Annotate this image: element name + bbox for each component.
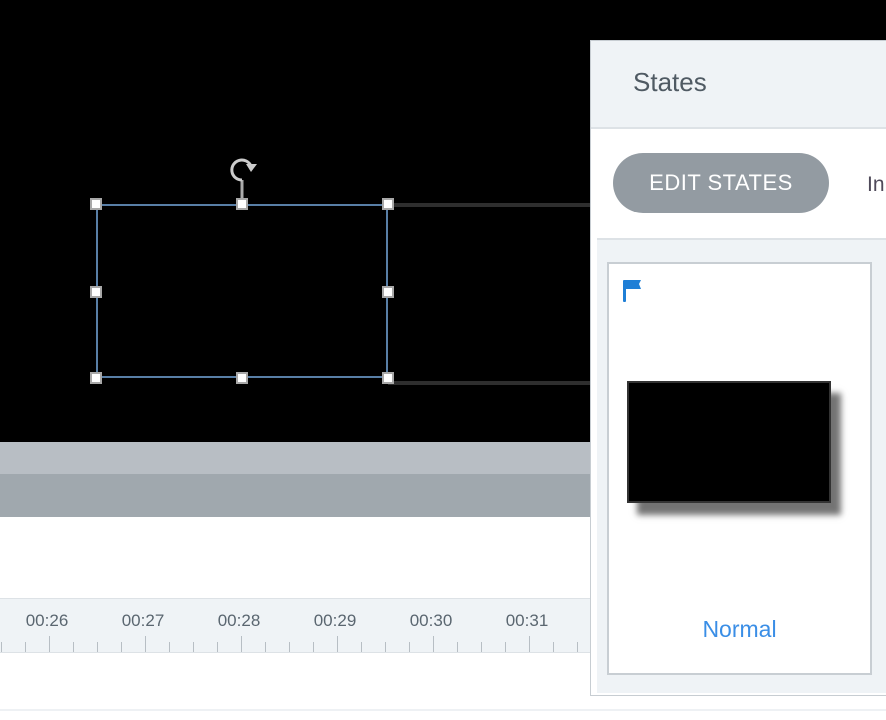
guide-line-top	[388, 203, 590, 207]
rotate-handle-icon[interactable]	[228, 150, 258, 206]
ruler-major-tick	[529, 636, 530, 652]
ruler-minor-tick	[73, 642, 74, 652]
resize-handle-n[interactable]	[236, 198, 248, 210]
ruler-label: 00:28	[217, 611, 261, 630]
ruler-minor-tick	[169, 642, 170, 652]
ruler-minor-tick	[505, 642, 506, 652]
ruler-minor-tick	[481, 642, 482, 652]
divider	[0, 709, 886, 711]
ruler-label: 00:29	[313, 611, 357, 630]
timeline-ruler[interactable]: 00:26 00:27 00:28 00:29 00:30 00:31	[0, 598, 590, 653]
ruler-minor-tick	[25, 642, 26, 652]
ruler-major-tick	[145, 636, 146, 652]
panel-title: States	[633, 67, 707, 97]
ruler-major-tick	[241, 636, 242, 652]
ruler-minor-tick	[1, 642, 2, 652]
ruler-minor-tick	[385, 642, 386, 652]
ruler-minor-tick	[97, 642, 98, 652]
panel-header: States	[591, 41, 886, 129]
state-label: Normal	[702, 616, 777, 642]
resize-handle-w[interactable]	[90, 286, 102, 298]
timeline-header	[0, 474, 590, 517]
ruler-label: 00:26	[25, 611, 69, 630]
selected-shape[interactable]	[96, 204, 388, 378]
guide-line-bottom	[388, 381, 590, 385]
edit-states-button[interactable]: EDIT STATES	[613, 153, 829, 213]
ruler-minor-tick	[409, 642, 410, 652]
flag-icon	[623, 280, 641, 302]
ruler-label: 00:31	[505, 611, 549, 630]
ruler-minor-tick	[553, 642, 554, 652]
tab-partial[interactable]: In	[867, 173, 885, 196]
ruler-major-tick	[337, 636, 338, 652]
ruler-minor-tick	[217, 642, 218, 652]
ruler-major-tick	[433, 636, 434, 652]
ruler-minor-tick	[193, 642, 194, 652]
ruler-minor-tick	[313, 642, 314, 652]
resize-handle-e[interactable]	[382, 286, 394, 298]
resize-handle-sw[interactable]	[90, 372, 102, 384]
ruler-minor-tick	[577, 642, 578, 652]
resize-handle-s[interactable]	[236, 372, 248, 384]
states-list: Normal	[597, 238, 886, 693]
state-card-normal[interactable]: Normal	[607, 262, 872, 675]
ruler-minor-tick	[121, 642, 122, 652]
canvas-scrollbar-area	[0, 442, 590, 474]
resize-handle-nw[interactable]	[90, 198, 102, 210]
ruler-minor-tick	[361, 642, 362, 652]
ruler-minor-tick	[265, 642, 266, 652]
states-panel: States EDIT STATES In Normal	[590, 40, 886, 696]
ruler-major-tick	[49, 636, 50, 652]
resize-handle-ne[interactable]	[382, 198, 394, 210]
ruler-label: 00:30	[409, 611, 453, 630]
state-thumbnail	[627, 381, 831, 503]
ruler-minor-tick	[289, 642, 290, 652]
ruler-minor-tick	[457, 642, 458, 652]
ruler-label: 00:27	[121, 611, 165, 630]
resize-handle-se[interactable]	[382, 372, 394, 384]
